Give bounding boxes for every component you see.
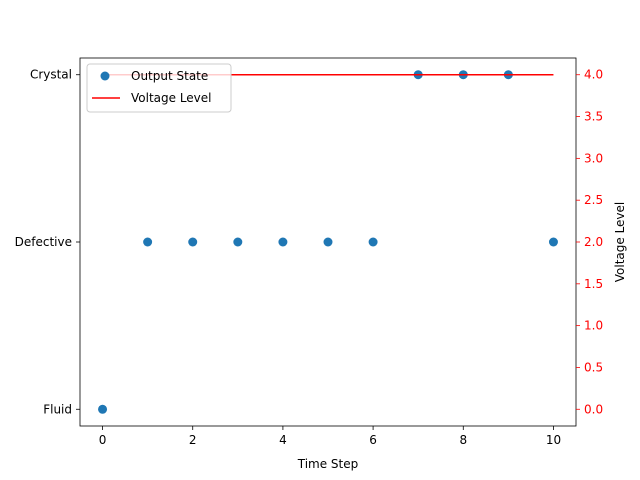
right-tick-label: 4.0 xyxy=(584,68,603,82)
data-point xyxy=(233,237,243,247)
right-tick-label: 0.0 xyxy=(584,402,603,416)
x-tick-label: 6 xyxy=(369,433,377,447)
x-tick-label: 2 xyxy=(189,433,197,447)
x-tick-label: 4 xyxy=(279,433,287,447)
right-y-axis: 0.0 0.5 1.0 1.5 2.0 2.5 3.0 3.5 4.0 xyxy=(576,68,603,416)
right-y-axis-label: Voltage Level xyxy=(613,202,627,283)
x-axis: 0 2 4 6 8 10 xyxy=(99,426,561,447)
data-point xyxy=(368,237,378,247)
right-tick-label: 2.0 xyxy=(584,235,603,249)
right-tick-label: 3.5 xyxy=(584,110,603,124)
data-point xyxy=(143,237,153,247)
left-tick-label: Fluid xyxy=(43,402,72,416)
legend-label-output-state: Output State xyxy=(131,69,208,83)
x-tick-label: 8 xyxy=(459,433,467,447)
right-tick-label: 3.0 xyxy=(584,151,603,165)
data-point xyxy=(323,237,333,247)
left-tick-label: Defective xyxy=(15,235,72,249)
x-tick-label: 0 xyxy=(99,433,107,447)
right-tick-label: 0.5 xyxy=(584,360,603,374)
right-tick-label: 1.5 xyxy=(584,277,603,291)
left-y-axis: Fluid Defective Crystal xyxy=(15,68,80,416)
legend-label-voltage-level: Voltage Level xyxy=(131,91,212,105)
legend-box xyxy=(86,63,232,113)
data-point xyxy=(548,237,558,247)
right-tick-label: 2.5 xyxy=(584,193,603,207)
x-tick-label: 10 xyxy=(546,433,561,447)
data-point xyxy=(98,404,108,414)
plot-area xyxy=(79,57,577,427)
data-point xyxy=(188,237,198,247)
x-axis-label: Time Step xyxy=(297,457,359,471)
left-tick-label: Crystal xyxy=(30,68,72,82)
right-tick-label: 1.0 xyxy=(584,319,603,333)
legend-marker-output-state xyxy=(100,71,110,81)
legend: Output State Voltage Level xyxy=(86,63,232,113)
data-point xyxy=(278,237,288,247)
